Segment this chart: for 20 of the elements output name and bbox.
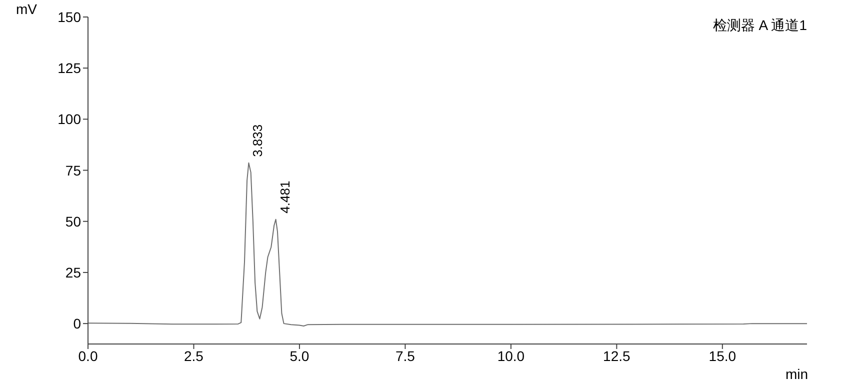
annotation: 3.833 — [250, 124, 266, 157]
y-tick-label: 25 — [65, 264, 82, 280]
annotation: 4.481 — [278, 180, 293, 214]
y-tick-label: 50 — [65, 213, 82, 230]
x-tick-label: 0.0 — [78, 348, 98, 364]
annotation: 检测器 A 通道1 — [712, 17, 807, 35]
x-tick-label: 10.0 — [497, 348, 525, 364]
line-series — [88, 162, 807, 327]
x-tick-label: 5.0 — [290, 348, 310, 364]
y-tick-label: 150 — [58, 8, 82, 25]
x-tick-label: 2.5 — [184, 348, 204, 364]
x-tick-label: 7.5 — [395, 348, 416, 364]
x-tick-label: 15.0 — [708, 348, 736, 364]
y-axis-title: mV — [16, 1, 37, 17]
y-tick-label: 0 — [73, 316, 82, 332]
y-tick-label: 75 — [65, 162, 82, 178]
y-tick-label: 125 — [58, 60, 82, 76]
x-axis-title: min — [785, 366, 808, 382]
y-tick-label: 100 — [58, 111, 82, 128]
x-tick-label: 12.5 — [603, 348, 631, 364]
